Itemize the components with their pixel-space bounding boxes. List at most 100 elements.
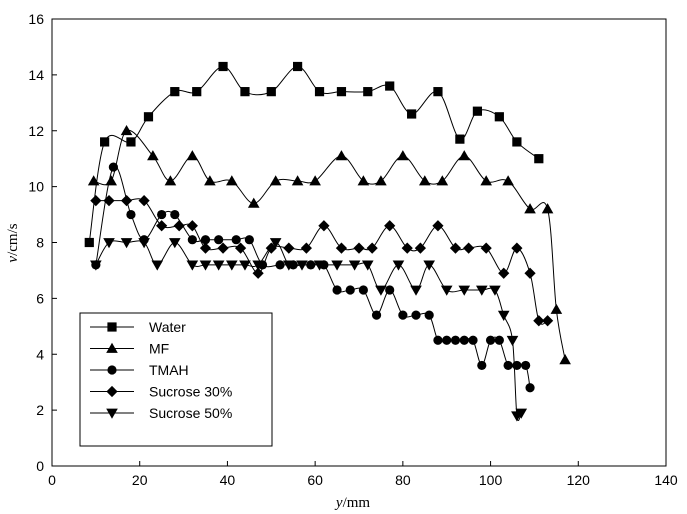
y-tick-label: 0 [36, 458, 44, 474]
data-point-sucrose-50 [103, 238, 115, 249]
data-point-sucrose-50 [120, 238, 133, 249]
data-point-sucrose-50 [515, 408, 528, 419]
data-point-water [126, 137, 136, 147]
x-tick-label: 20 [132, 472, 148, 488]
legend-marker [107, 322, 117, 332]
data-point-sucrose-50 [252, 260, 264, 271]
data-point-sucrose-50 [186, 260, 199, 271]
data-point-sucrose-50 [90, 260, 102, 271]
data-point-water [385, 81, 395, 91]
data-point-sucrose-30 [234, 242, 247, 254]
data-point-mf [164, 175, 177, 186]
x-tick-label: 80 [395, 472, 411, 488]
data-point-sucrose-30 [401, 242, 413, 254]
data-point-water [314, 87, 325, 97]
data-point-mf [375, 175, 387, 186]
data-point-sucrose-30 [335, 242, 348, 254]
data-point-tmah [170, 209, 180, 220]
data-point-mf [480, 175, 492, 186]
data-point-mf [458, 150, 471, 161]
data-point-tmah [187, 235, 197, 245]
data-point-tmah [345, 285, 355, 295]
data-point-sucrose-50 [361, 260, 374, 271]
y-tick-label: 14 [28, 67, 44, 83]
data-point-sucrose-50 [283, 260, 295, 271]
data-point-sucrose-50 [348, 260, 361, 271]
data-point-mf [291, 175, 304, 186]
legend-label: Sucrose 50% [149, 405, 232, 421]
data-point-tmah [157, 209, 167, 220]
data-point-tmah [433, 335, 443, 345]
legend-item: Water [90, 319, 186, 335]
data-point-mf [502, 175, 514, 186]
data-point-tmah [200, 235, 211, 245]
data-point-tmah [521, 360, 531, 371]
x-tick-label: 0 [48, 472, 56, 488]
data-point-sucrose-30 [173, 220, 185, 232]
data-point-sucrose-50 [199, 260, 212, 271]
data-point-tmah [332, 285, 342, 295]
y-tick-label: 12 [28, 123, 44, 139]
data-point-mf [550, 303, 563, 314]
data-point-mf [120, 124, 133, 136]
data-point-tmah [358, 285, 368, 295]
data-point-water [472, 106, 483, 116]
data-point-tmah [477, 360, 487, 371]
data-point-tmah [398, 310, 408, 320]
data-point-sucrose-30 [217, 242, 229, 254]
legend-item: MF [90, 341, 169, 357]
y-tick-label: 2 [36, 402, 44, 418]
series-water [84, 61, 544, 248]
data-point-tmah [485, 335, 496, 345]
data-point-mf [226, 175, 238, 186]
data-point-sucrose-50 [169, 238, 181, 249]
legend-marker [106, 385, 118, 398]
data-point-water [494, 112, 504, 122]
data-point-sucrose-50 [440, 285, 453, 296]
data-point-tmah [244, 235, 254, 245]
legend-item: TMAH [90, 362, 189, 378]
data-point-sucrose-30 [432, 220, 444, 232]
data-point-tmah [126, 209, 136, 220]
data-point-tmah [231, 235, 241, 245]
data-point-tmah [442, 335, 452, 345]
data-point-sucrose-50 [410, 285, 422, 296]
legend-box [79, 312, 273, 447]
data-point-water [100, 137, 110, 147]
data-point-water [192, 87, 202, 97]
x-tick-label: 140 [654, 472, 678, 488]
data-point-sucrose-30 [511, 242, 523, 254]
legend-label: Water [149, 319, 186, 335]
data-point-tmah [371, 310, 382, 320]
x-axis-title: y/mm [334, 495, 371, 511]
data-point-mf [357, 175, 370, 186]
data-point-water [143, 112, 154, 122]
y-tick-label: 16 [28, 11, 44, 27]
legend-marker [107, 365, 117, 375]
data-point-tmah [494, 335, 504, 345]
data-point-sucrose-30 [199, 242, 212, 254]
legend-item: Sucrose 30% [90, 384, 232, 400]
data-point-sucrose-30 [156, 220, 168, 232]
data-point-sucrose-30 [252, 267, 264, 279]
data-point-sucrose-30 [498, 267, 510, 279]
x-tick-label: 60 [307, 472, 323, 488]
data-point-sucrose-30 [318, 220, 330, 232]
axes: 0 20 40 60 80 100 120 140 0 2 4 6 8 10 12 14 16 [28, 11, 677, 488]
y-tick-label: 8 [36, 235, 44, 251]
series-sucrose-50 [90, 238, 528, 422]
legend-marker [106, 342, 118, 353]
data-point-mf [436, 175, 449, 186]
data-point-sucrose-30 [138, 194, 150, 207]
data-point-mf [335, 150, 348, 161]
data-point-sucrose-30 [414, 242, 426, 254]
y-tick-label: 10 [28, 179, 44, 195]
legend-label: TMAH [149, 362, 189, 378]
data-point-sucrose-50 [151, 260, 164, 271]
data-point-mf [418, 175, 431, 186]
data-point-sucrose-30 [541, 315, 554, 327]
data-point-sucrose-50 [226, 260, 238, 271]
data-point-sucrose-50 [458, 285, 471, 296]
data-point-sucrose-50 [138, 238, 150, 249]
data-point-mf [397, 150, 409, 161]
